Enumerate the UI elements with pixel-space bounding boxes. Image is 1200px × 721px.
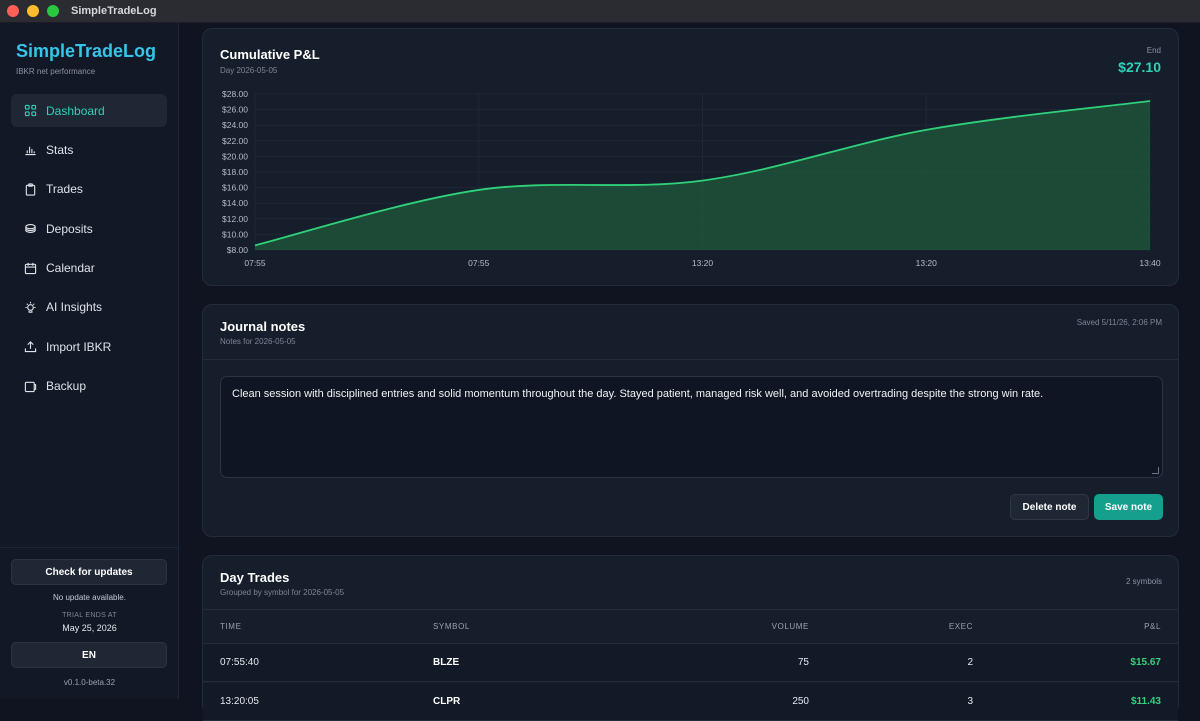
trades-title: Day Trades [220,570,289,585]
close-window-button[interactable] [7,5,19,17]
sidebar-footer: Check for updates No update available. T… [0,547,179,699]
notes-title: Journal notes [220,319,305,334]
divider [203,359,1178,360]
resize-handle-icon[interactable] [1152,467,1159,474]
trial-label: TRIAL ENDS AT [0,612,179,619]
cell-symbol: BLZE [433,657,459,668]
notes-subtitle: Notes for 2026-05-05 [220,337,296,346]
update-status: No update available. [0,593,179,602]
cumulative-pnl-card: Cumulative P&L Day 2026-05-05 End $27.10… [202,28,1179,286]
note-textarea[interactable]: Clean session with disciplined entries a… [220,376,1163,478]
clipboard-icon [23,182,37,196]
x-tick-label: 13:20 [692,258,714,268]
trial-date: May 25, 2026 [0,623,179,633]
cell-volume: 75 [798,657,809,668]
sidebar-item-label: Trades [46,182,83,196]
cell-exec: 2 [967,657,973,668]
grid-icon [23,104,37,118]
upload-icon [23,340,37,354]
column-header-volume[interactable]: VOLUME [772,622,809,631]
maximize-window-button[interactable] [47,5,59,17]
sidebar-item-dashboard[interactable]: Dashboard [11,94,167,127]
sidebar-item-label: AI Insights [46,300,102,314]
language-button[interactable]: EN [11,642,167,668]
sidebar-item-ai-insights[interactable]: AI Insights [11,291,167,324]
table-row[interactable]: 07:55:40 BLZE 75 2 $15.67 [203,644,1178,682]
sidebar-item-label: Stats [46,143,73,157]
column-header-time[interactable]: TIME [220,622,242,631]
table-row[interactable]: 13:20:05 CLPR 250 3 $11.43 [203,683,1178,721]
y-tick-label: $14.00 [222,198,248,208]
y-tick-label: $16.00 [222,183,248,193]
lightbulb-icon [23,300,37,314]
window-controls [7,5,59,17]
cell-pnl: $15.67 [1130,657,1161,668]
sidebar-item-label: Dashboard [46,104,105,118]
divider [203,609,1178,610]
day-trades-card: Day Trades Grouped by symbol for 2026-05… [202,555,1179,715]
note-text: Clean session with disciplined entries a… [232,388,1043,400]
y-tick-label: $28.00 [222,89,248,99]
x-tick-label: 07:55 [244,258,266,268]
sidebar-item-trades[interactable]: Trades [11,173,167,206]
sidebar-item-import-ibkr[interactable]: Import IBKR [11,330,167,363]
cell-symbol: CLPR [433,696,460,707]
sidebar-item-calendar[interactable]: Calendar [11,252,167,285]
y-tick-label: $12.00 [222,214,248,224]
sidebar-item-backup[interactable]: Backup [11,370,167,403]
y-tick-label: $26.00 [222,105,248,115]
y-tick-label: $10.00 [222,229,248,239]
save-note-button[interactable]: Save note [1094,494,1163,520]
brand-logo: SimpleTradeLog [16,41,156,62]
cell-pnl: $11.43 [1131,696,1161,707]
x-tick-label: 13:20 [916,258,938,268]
sidebar-item-label: Import IBKR [46,340,111,354]
sidebar-item-deposits[interactable]: Deposits [11,212,167,245]
symbols-count: 2 symbols [1126,577,1162,586]
minimize-window-button[interactable] [27,5,39,17]
sidebar-item-label: Backup [46,379,86,393]
trades-subtitle: Grouped by symbol for 2026-05-05 [220,588,344,597]
journal-notes-card: Journal notes Notes for 2026-05-05 Saved… [202,304,1179,537]
sidebar: SimpleTradeLog IBKR net performance Dash… [0,23,179,699]
bar-chart-icon [23,143,37,157]
pnl-chart: $28.00 $26.00 $24.00 $22.00 $20.00 $18.00 $16.… [203,29,1178,285]
saved-timestamp: Saved 5/11/26, 2:06 PM [1077,318,1162,327]
column-header-symbol[interactable]: SYMBOL [433,622,470,631]
x-tick-label: 13:40 [1139,258,1161,268]
coins-icon [23,222,37,236]
window-titlebar: SimpleTradeLog [0,0,1200,23]
column-header-pnl[interactable]: P&L [1144,622,1161,631]
cell-volume: 250 [792,696,809,707]
y-tick-label: $24.00 [222,120,248,130]
delete-note-button[interactable]: Delete note [1010,494,1089,520]
sidebar-nav: Dashboard Stats Trades Deposits Calendar… [11,94,167,409]
cell-time: 13:20:05 [220,696,259,707]
cell-exec: 3 [967,696,973,707]
check-updates-button[interactable]: Check for updates [11,559,167,585]
y-tick-label: $8.00 [227,245,249,255]
sidebar-item-label: Deposits [46,222,93,236]
y-tick-label: $22.00 [222,136,248,146]
y-tick-label: $20.00 [222,151,248,161]
column-header-exec[interactable]: EXEC [949,622,973,631]
cell-time: 07:55:40 [220,657,259,668]
calendar-icon [23,261,37,275]
app-version: v0.1.0-beta.32 [0,678,179,687]
x-tick-label: 07:55 [468,258,490,268]
brand-subtitle: IBKR net performance [16,67,95,76]
sidebar-item-label: Calendar [46,261,95,275]
backup-icon [23,379,37,393]
y-tick-label: $18.00 [222,167,248,177]
window-title: SimpleTradeLog [71,5,157,17]
sidebar-item-stats[interactable]: Stats [11,133,167,166]
